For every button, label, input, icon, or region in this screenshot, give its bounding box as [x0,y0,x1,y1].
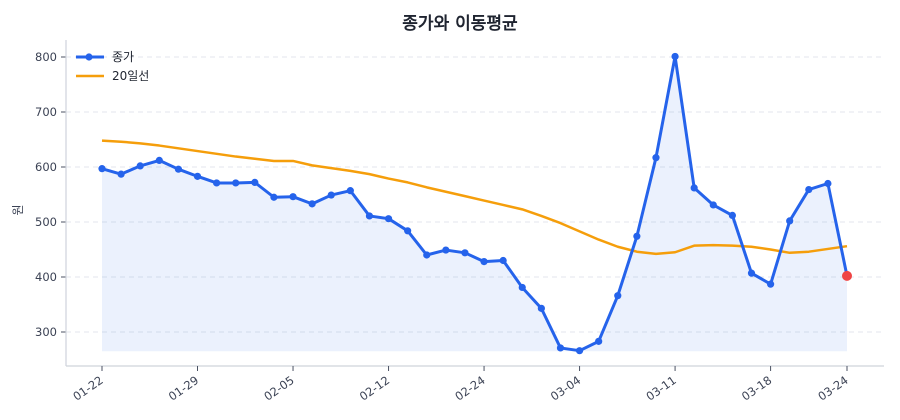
close-data-point [671,52,679,61]
close-data-point [728,211,736,219]
x-tick-label: 02-12 [357,373,392,404]
close-data-point [595,337,603,345]
x-tick-label: 03-18 [739,373,774,404]
close-data-point [652,154,660,162]
legend: 종가 20일선 [76,50,149,83]
close-data-point [461,249,469,257]
legend-close-marker-icon [85,53,93,61]
y-tick-label: 800 [35,50,57,64]
gridlines [66,56,884,333]
close-data-point [556,344,565,352]
close-data-point [518,283,526,292]
close-data-point [384,215,393,223]
y-axis-label: 원 [11,204,25,215]
close-data-point [98,165,106,173]
close-data-point [174,165,183,173]
close-data-point [824,179,832,188]
close-data-point [193,172,202,180]
close-area-fill [102,56,847,352]
series [98,52,852,355]
close-data-point [442,246,450,254]
close-data-point [155,156,163,164]
x-tick-label: 02-24 [452,373,487,404]
x-tick-label: 01-29 [166,373,201,404]
x-tick-label: 02-05 [261,373,296,404]
close-data-point [289,193,297,201]
close-data-point [404,227,412,235]
legend-label-close: 종가 [112,50,134,64]
close-data-point [365,212,374,220]
ma20-line [101,139,848,256]
close-data-point [690,184,698,192]
close-data-point [766,280,775,288]
x-tick-label: 01-22 [70,373,105,404]
x-tick-label: 03-04 [548,373,583,404]
close-data-point [633,232,641,240]
close-data-point [614,292,622,300]
x-tick-label: 03-24 [815,373,850,404]
close-data-point [232,179,240,187]
close-data-point [251,178,259,186]
close-data-point [136,162,144,170]
legend-label-ma20: 20일선 [112,69,149,83]
close-data-point [575,347,584,355]
close-data-point [709,201,717,209]
y-tick-label: 700 [35,105,57,119]
y-tick-label: 600 [35,160,57,174]
close-data-point [270,193,278,201]
y-tick-label: 500 [35,215,57,229]
y-tick-label: 400 [35,270,57,284]
close-data-point [117,170,125,178]
close-data-point [327,191,335,199]
last-point-highlight [842,270,852,281]
close-line [101,54,849,353]
y-tick-label: 300 [35,325,57,339]
close-data-point [805,185,813,194]
close-data-point [213,179,221,187]
close-data-point [499,256,507,265]
close-data-point [747,269,756,277]
close-data-point [346,187,354,195]
close-data-point [308,200,316,208]
close-data-point [480,258,488,266]
chart-title: 종가와 이동평균 [402,14,518,34]
close-data-point [786,217,794,225]
close-data-point [537,304,545,312]
close-data-point [423,251,431,259]
x-tick-label: 03-11 [643,373,678,404]
